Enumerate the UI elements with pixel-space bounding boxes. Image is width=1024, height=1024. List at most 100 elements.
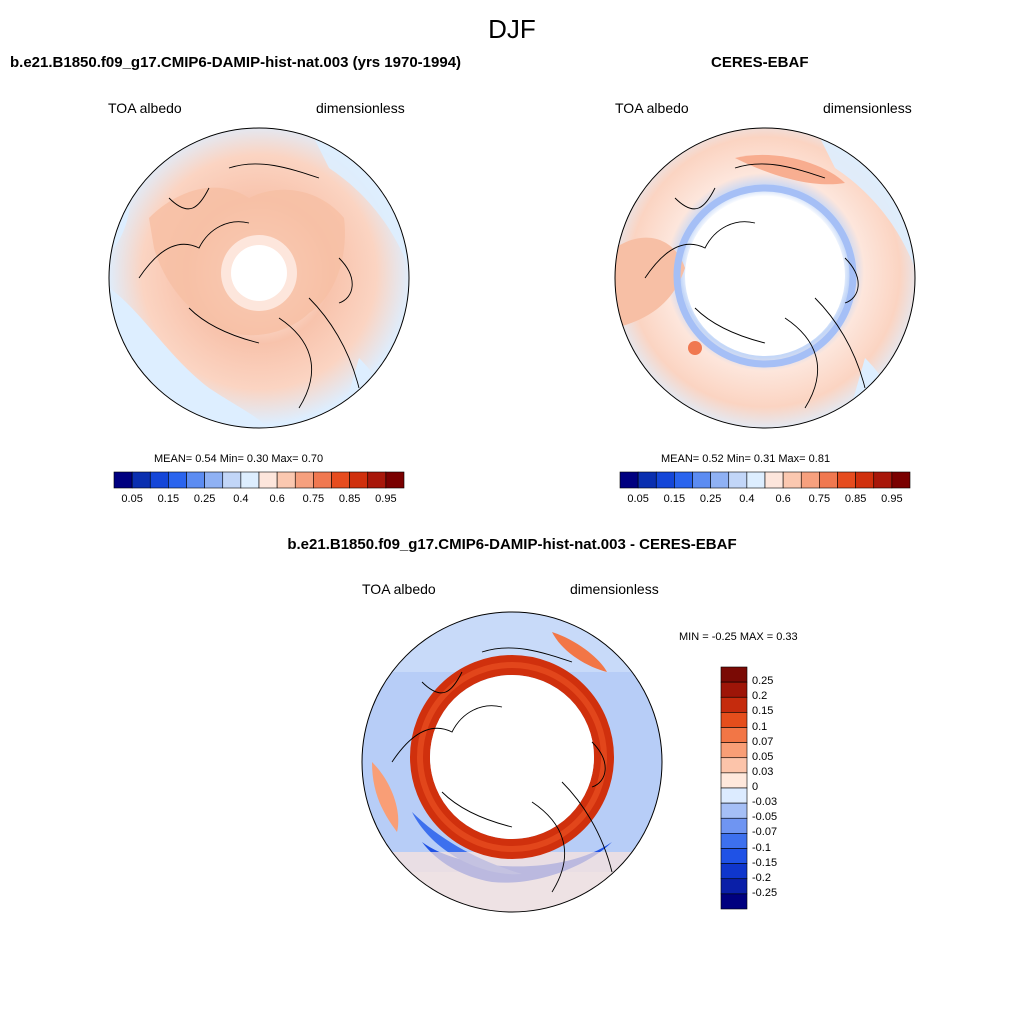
panel2-stats: MEAN= 0.52 Min= 0.31 Max= 0.81 [661, 453, 831, 465]
colorbar-tick-label: 0.25 [699, 493, 722, 505]
colorbar-swatch [720, 757, 748, 774]
panel3-colorbar-ticks: 0.25 0.2 0.15 0.1 0.07 0.05 0.03 0 -0.03 -0.05 -0.… [752, 667, 792, 909]
colorbar-swatch [331, 471, 350, 489]
colorbar-swatch [149, 471, 169, 489]
colorbar-tick-label: 0.4 [739, 493, 755, 505]
colorbar-swatch [720, 893, 748, 910]
panel1-stats: MEAN= 0.54 Min= 0.30 Max= 0.70 [154, 453, 324, 465]
colorbar-swatch [710, 471, 730, 489]
colorbar-swatch [728, 471, 748, 489]
panel1-units-label: dimensionless [316, 100, 405, 116]
colorbar-swatch [276, 471, 296, 489]
colorbar-tick-label: 0.2 [752, 690, 768, 703]
colorbar-swatch [720, 772, 748, 789]
panel3-units-label: dimensionless [570, 581, 659, 597]
colorbar-swatch [837, 471, 856, 489]
colorbar-swatch [720, 727, 748, 743]
colorbar-tick-label: 0.6 [269, 493, 285, 505]
colorbar-swatch [720, 848, 748, 864]
colorbar-tick-label: -0.25 [752, 886, 778, 899]
colorbar-swatch [204, 471, 224, 489]
colorbar-tick-label: -0.05 [752, 811, 778, 824]
colorbar-swatch [131, 471, 151, 489]
panel1-title: b.e21.B1850.f09_g17.CMIP6-DAMIP-hist-nat… [10, 54, 462, 71]
colorbar-tick-label: 0.07 [752, 735, 774, 748]
colorbar-tick-label: 0.15 [752, 705, 774, 718]
colorbar-tick-label: 0.15 [663, 493, 686, 505]
colorbar-swatch [891, 471, 911, 489]
colorbar-swatch [720, 712, 748, 728]
colorbar-swatch [720, 742, 748, 759]
colorbar-tick-label: 0.05 [121, 493, 143, 505]
colorbar-tick-label: 0 [752, 781, 759, 793]
panel3-title: b.e21.B1850.f09_g17.CMIP6-DAMIP-hist-nat… [287, 536, 737, 553]
colorbar-swatch [720, 787, 748, 804]
colorbar-tick-label: 0.75 [302, 493, 325, 505]
panel2-variable-label: TOA albedo [615, 100, 689, 116]
colorbar-swatch [240, 471, 260, 489]
panel1-colorbar [113, 471, 405, 489]
panel1-variable-label: TOA albedo [108, 100, 182, 116]
colorbar-tick-label: 0.05 [627, 493, 649, 505]
colorbar-tick-label: 0.6 [775, 493, 791, 505]
panel2-colorbar-ticks: 0.05 0.15 0.25 0.4 0.6 0.75 0.85 0.95 [620, 493, 910, 507]
colorbar-tick-label: 0.1 [752, 720, 768, 733]
panel3-stats: MIN = -0.25 MAX = 0.33 [679, 631, 798, 643]
colorbar-swatch [746, 471, 766, 489]
colorbar-swatch [782, 471, 802, 489]
colorbar-swatch [800, 471, 820, 489]
colorbar-tick-label: 0.03 [752, 765, 774, 778]
colorbar-swatch [720, 681, 748, 698]
colorbar-swatch [720, 878, 748, 895]
panel2-polar-map [614, 127, 916, 429]
colorbar-tick-label: 0.25 [752, 675, 774, 688]
colorbar-swatch [186, 471, 205, 489]
colorbar-swatch [222, 471, 242, 489]
panel1-colorbar-ticks: 0.05 0.15 0.25 0.4 0.6 0.75 0.85 0.95 [114, 493, 404, 507]
colorbar-swatch [873, 471, 893, 489]
colorbar-tick-label: -0.2 [752, 871, 771, 884]
colorbar-swatch [819, 471, 838, 489]
colorbar-tick-label: 0.85 [338, 493, 361, 505]
panel2-title: CERES-EBAF [711, 54, 809, 71]
panel3-polar-map [361, 611, 663, 913]
colorbar-swatch [720, 696, 748, 713]
colorbar-swatch [619, 471, 639, 489]
figure-title: DJF [488, 14, 536, 44]
colorbar-swatch [313, 471, 332, 489]
colorbar-swatch [349, 471, 369, 489]
colorbar-swatch [764, 471, 784, 489]
colorbar-swatch [637, 471, 657, 489]
colorbar-tick-label: -0.03 [752, 796, 778, 809]
colorbar-swatch [674, 471, 693, 489]
colorbar-swatch [855, 471, 875, 489]
colorbar-swatch [720, 802, 748, 819]
colorbar-swatch [655, 471, 675, 489]
colorbar-swatch [720, 833, 748, 849]
colorbar-swatch [113, 471, 133, 489]
panel2-units-label: dimensionless [823, 100, 912, 116]
colorbar-tick-label: -0.07 [752, 826, 778, 839]
colorbar-tick-label: 0.95 [881, 493, 903, 505]
colorbar-tick-label: 0.15 [157, 493, 180, 505]
colorbar-swatch [692, 471, 711, 489]
colorbar-tick-label: -0.1 [752, 841, 771, 854]
panel2-colorbar [619, 471, 911, 489]
colorbar-swatch [720, 863, 748, 880]
colorbar-swatch [294, 471, 314, 489]
colorbar-tick-label: 0.25 [193, 493, 216, 505]
colorbar-swatch [385, 471, 405, 489]
colorbar-swatch [367, 471, 387, 489]
colorbar-tick-label: 0.75 [808, 493, 831, 505]
colorbar-swatch [168, 471, 187, 489]
panel3-colorbar [720, 666, 748, 910]
colorbar-tick-label: 0.4 [233, 493, 249, 505]
colorbar-swatch [720, 817, 748, 834]
colorbar-tick-label: 0.85 [844, 493, 867, 505]
colorbar-tick-label: -0.15 [752, 856, 778, 869]
panel1-polar-map [108, 127, 410, 429]
panel3-variable-label: TOA albedo [362, 581, 436, 597]
colorbar-tick-label: 0.95 [375, 493, 397, 505]
colorbar-swatch [720, 666, 748, 683]
colorbar-tick-label: 0.05 [752, 750, 774, 763]
